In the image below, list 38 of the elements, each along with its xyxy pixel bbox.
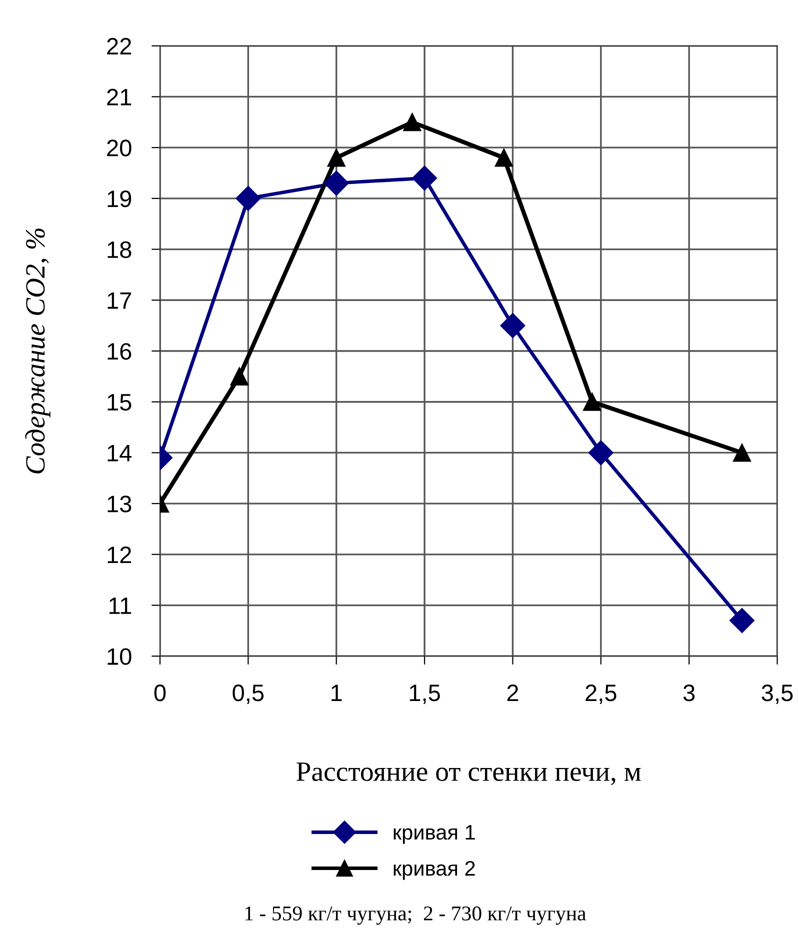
x-tick-label: 2,5 — [586, 684, 616, 704]
y-tick-label: 21 — [107, 88, 132, 106]
point — [403, 113, 422, 132]
y-tick-label: 16 — [108, 343, 132, 360]
y-tick-label: 13 — [108, 496, 132, 512]
y-tick-label: 14 — [108, 445, 132, 462]
point — [500, 313, 526, 338]
x-tick-label: 1,5 — [410, 684, 440, 704]
y-tick-label: 12 — [108, 546, 132, 563]
y-tick-label: 18 — [108, 241, 132, 258]
y-tick-label: 17 — [108, 292, 132, 309]
point — [327, 148, 346, 167]
x-tick-label: 2 — [507, 684, 518, 702]
x-tick-label: 3 — [683, 684, 695, 702]
point — [730, 608, 754, 634]
text: 1 - 559 кг/т чугуна; 2 - 730 кг/т чугуна — [245, 906, 586, 925]
x-tick-label: 0,5 — [232, 684, 264, 704]
legend-label: кривая 1 — [394, 825, 475, 844]
point — [494, 148, 513, 167]
x-tick-label: 0 — [154, 684, 166, 702]
y-tick-label: 19 — [108, 190, 132, 208]
y-axis-title: Содержание CO2, % — [25, 228, 50, 474]
point — [732, 444, 752, 462]
x-tick-label: 3,5 — [762, 684, 793, 704]
point — [230, 367, 248, 386]
y-tick-label: 10 — [108, 648, 132, 665]
legend-label: кривая 2 — [394, 861, 475, 880]
point — [324, 170, 349, 196]
x-tick-label: 1 — [332, 684, 342, 702]
point — [583, 392, 602, 411]
y-tick-label: 20 — [107, 140, 132, 156]
point — [236, 186, 261, 211]
point — [412, 166, 438, 191]
point — [588, 440, 614, 466]
y-tick-label: 11 — [110, 598, 132, 614]
x-axis-title: Расстояние от стенки печи, м — [296, 762, 641, 786]
y-tick-label: 15 — [108, 394, 132, 411]
y-tick-label: 22 — [107, 38, 132, 54]
